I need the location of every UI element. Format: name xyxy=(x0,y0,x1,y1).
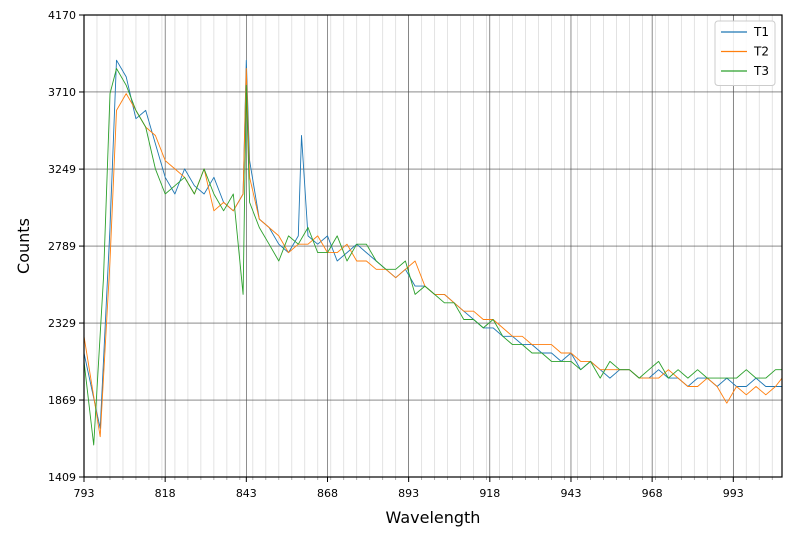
y-tick-label: 3710 xyxy=(48,86,76,99)
y-tick-label: 2789 xyxy=(48,240,76,253)
series-line-t2 xyxy=(83,68,783,438)
x-tick-label: 793 xyxy=(74,487,95,500)
series-line-t1 xyxy=(83,59,782,429)
legend: T1 T2 T3 xyxy=(714,20,776,86)
legend-label-t1: T1 xyxy=(753,25,769,39)
x-tick-label: 968 xyxy=(642,487,663,500)
x-tick-label: 868 xyxy=(317,487,338,500)
x-tick-label: 843 xyxy=(236,487,257,500)
minor-grid xyxy=(96,15,773,480)
y-tick-label: 1409 xyxy=(48,471,76,484)
legend-label-t2: T2 xyxy=(753,45,769,59)
x-axis-ticks: 793 818 843 868 893 918 943 968 993 xyxy=(74,477,744,500)
legend-label-t3: T3 xyxy=(753,64,769,78)
x-tick-label: 893 xyxy=(398,487,419,500)
legend-box xyxy=(714,20,776,86)
x-tick-label: 918 xyxy=(479,487,500,500)
y-axis-ticks: 1409 1869 2329 2789 3249 3710 4170 xyxy=(48,9,84,484)
series-line-t3 xyxy=(83,68,782,446)
y-tick-label: 3249 xyxy=(48,163,76,176)
x-tick-label: 943 xyxy=(560,487,581,500)
y-tick-label: 2329 xyxy=(48,317,76,330)
y-tick-label: 1869 xyxy=(48,394,76,407)
x-tick-label: 818 xyxy=(155,487,176,500)
x-tick-label: 993 xyxy=(723,487,744,500)
x-axis-title: Wavelength xyxy=(386,508,481,527)
major-grid xyxy=(84,15,782,477)
y-axis-title: Counts xyxy=(14,218,33,274)
series-layer xyxy=(83,59,783,446)
y-tick-label: 4170 xyxy=(48,9,76,22)
